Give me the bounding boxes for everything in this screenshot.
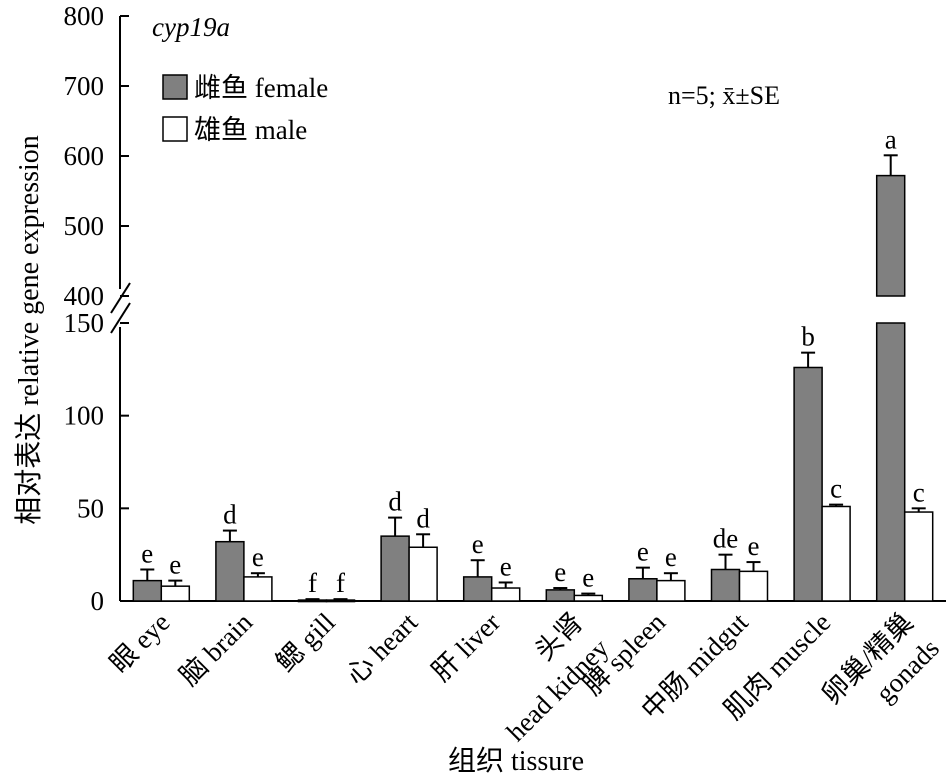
male-bar xyxy=(903,511,934,602)
female-significance-letter: a xyxy=(885,124,897,154)
male-bar xyxy=(821,505,851,602)
male-bar xyxy=(738,570,769,602)
x-tick-label: 脑 brain xyxy=(174,607,259,692)
y-tick-label: 50 xyxy=(77,493,104,523)
chart-title: cyp19a xyxy=(152,12,230,42)
y-tick-label: 100 xyxy=(64,401,105,431)
male-significance-letter: f xyxy=(336,568,345,598)
axis-break-mark xyxy=(110,302,131,334)
stats-annotation: n=5; x̄±SE xyxy=(668,81,780,110)
y-tick-label: 700 xyxy=(64,71,105,101)
male-significance-letter: e xyxy=(748,531,760,561)
male-significance-letter: c xyxy=(913,477,925,507)
female-bar xyxy=(628,578,658,602)
female-bar xyxy=(793,366,823,602)
female-significance-letter: d xyxy=(223,500,237,530)
legend-label-male: 雄鱼 male xyxy=(194,115,307,145)
female-significance-letter: de xyxy=(713,524,739,554)
y-tick-label: 600 xyxy=(64,141,105,171)
axis-break-mark xyxy=(110,282,131,314)
male-significance-letter: e xyxy=(169,550,181,580)
female-bar xyxy=(297,599,328,603)
female-significance-letter: e xyxy=(554,557,566,587)
y-tick-label: 400 xyxy=(64,281,105,311)
y-axis-label: 相对表达 relative gene expression xyxy=(13,135,45,525)
legend-label-female: 雌鱼 female xyxy=(194,73,328,103)
x-tick-label: 肝 liver xyxy=(426,607,506,687)
x-tick-label: 眼 eye xyxy=(104,607,176,679)
female-significance-letter: e xyxy=(472,529,484,559)
y-tick-label: 500 xyxy=(64,211,105,241)
y-tick-label: 800 xyxy=(64,1,105,31)
male-significance-letter: e xyxy=(252,542,264,572)
male-significance-letter: e xyxy=(582,563,594,593)
female-bar xyxy=(710,568,741,602)
male-significance-letter: e xyxy=(665,542,677,572)
female-significance-letter: e xyxy=(141,538,153,568)
male-significance-letter: e xyxy=(500,551,512,581)
legend-swatch-male xyxy=(162,116,188,142)
male-bar xyxy=(243,576,273,602)
female-bar xyxy=(380,535,410,602)
x-tick-label: 心 heart xyxy=(340,607,424,691)
legend-swatch-female xyxy=(162,74,188,100)
female-bar-upper xyxy=(875,174,906,297)
male-bar xyxy=(408,546,438,602)
female-significance-letter: f xyxy=(308,568,317,598)
female-significance-letter: b xyxy=(801,322,815,352)
female-bar xyxy=(545,589,576,602)
male-bar xyxy=(573,594,604,602)
male-significance-letter: d xyxy=(416,503,430,533)
female-significance-letter: d xyxy=(388,487,402,517)
male-bar xyxy=(160,585,191,602)
y-tick-label: 150 xyxy=(64,308,105,338)
female-significance-letter: e xyxy=(637,537,649,567)
female-bar xyxy=(462,576,493,602)
male-significance-letter: c xyxy=(830,474,842,504)
female-bar xyxy=(132,579,163,602)
legend: 雌鱼 female 雄鱼 male xyxy=(162,73,328,145)
male-bar xyxy=(656,579,686,602)
male-bar xyxy=(325,599,356,603)
female-bar xyxy=(215,540,245,602)
male-bar xyxy=(490,587,521,602)
x-axis-label: 组织 tissure xyxy=(448,745,584,777)
x-tick-label: 鳃 gill xyxy=(270,607,341,678)
female-bar xyxy=(875,322,906,602)
y-tick-label: 0 xyxy=(91,586,105,616)
